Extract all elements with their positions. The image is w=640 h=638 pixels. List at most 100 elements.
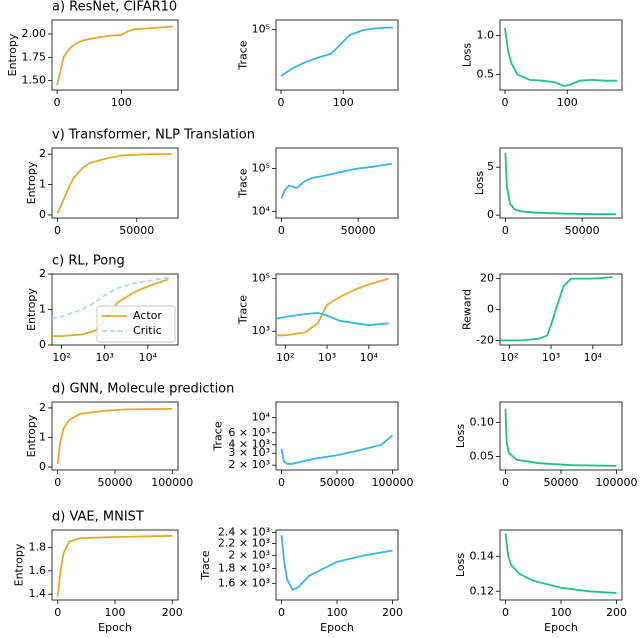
y-axis-label: Trace xyxy=(199,550,212,580)
y-tick-label: 2 xyxy=(39,267,46,280)
y-tick-label: 3 × 10³ xyxy=(228,446,270,459)
plot-frame xyxy=(51,401,179,471)
y-tick-label: 0.05 xyxy=(470,449,495,462)
x-tick-label: 200 xyxy=(606,606,627,619)
y-tick-label: 10⁴ xyxy=(252,204,271,217)
x-tick-label: 50000 xyxy=(565,224,600,237)
y-tick-label: 1 xyxy=(39,178,46,191)
y-tick-label: 1.0 xyxy=(477,29,495,42)
x-tick-label: 0 xyxy=(54,476,61,489)
series-line xyxy=(56,407,173,465)
x-tick-label: 50000 xyxy=(119,224,154,237)
x-tick-label: 100000 xyxy=(151,476,193,489)
x-tick-label: 50000 xyxy=(341,224,376,237)
y-axis-label: Entropy xyxy=(25,161,38,204)
x-tick-label: 200 xyxy=(382,606,403,619)
y-axis-label: Loss xyxy=(454,424,467,448)
y-tick-label: 20 xyxy=(480,272,494,285)
plot-frame xyxy=(51,147,179,219)
x-tick-label: 100 xyxy=(327,606,348,619)
x-tick-label: 10³ xyxy=(542,351,560,364)
legend-label: Critic xyxy=(133,324,162,337)
y-axis-label: Entropy xyxy=(6,33,19,76)
x-tick-label: 0 xyxy=(278,606,285,619)
y-tick-label: 1.6 xyxy=(29,564,47,577)
plot-frame xyxy=(275,273,399,346)
x-tick-label: 0 xyxy=(54,96,61,109)
x-axis-label: Epoch xyxy=(544,621,578,634)
x-axis-label: Epoch xyxy=(98,621,132,634)
y-tick-label: 4 × 10³ xyxy=(228,438,270,451)
series-line xyxy=(51,276,169,320)
legend-label: Actor xyxy=(133,309,162,322)
plot-frame xyxy=(51,19,179,91)
x-tick-label: 10⁴ xyxy=(360,351,379,364)
plot-frame xyxy=(499,529,623,601)
series-line xyxy=(504,408,617,467)
x-tick-label: 0 xyxy=(54,224,61,237)
y-tick-label: 2.4 × 10³ xyxy=(218,526,270,539)
y-tick-label: 2.00 xyxy=(22,27,47,40)
x-tick-label: 0 xyxy=(502,476,509,489)
plot-frame xyxy=(499,19,623,91)
series-line xyxy=(56,534,173,597)
y-axis-label: Loss xyxy=(473,171,486,195)
y-tick-label: 0 xyxy=(39,208,46,221)
y-axis-label: Trace xyxy=(236,40,249,70)
x-tick-label: 0 xyxy=(278,476,285,489)
y-tick-label: 10⁵ xyxy=(252,22,270,35)
x-tick-label: 10⁴ xyxy=(584,351,603,364)
x-tick-label: 100000 xyxy=(595,476,637,489)
y-tick-label: 10³ xyxy=(252,324,270,337)
series-line xyxy=(56,153,172,214)
y-tick-label: 1.50 xyxy=(22,74,47,87)
x-tick-label: 0 xyxy=(278,224,285,237)
y-axis-label: Entropy xyxy=(25,288,38,331)
y-tick-label: 0 xyxy=(487,303,494,316)
series-line xyxy=(280,26,393,77)
y-tick-label: 2 × 10³ xyxy=(228,548,270,561)
x-tick-label: 200 xyxy=(162,606,183,619)
series-line xyxy=(280,434,394,465)
x-tick-label: 100 xyxy=(105,606,126,619)
plot-frame xyxy=(499,273,623,346)
series-line xyxy=(280,535,393,591)
plot-frame xyxy=(275,147,399,219)
series-line xyxy=(276,277,389,337)
y-axis-label: Loss xyxy=(460,43,473,67)
x-tick-label: 0 xyxy=(54,606,61,619)
x-tick-label: 10³ xyxy=(318,351,336,364)
y-tick-label: 0 xyxy=(39,338,46,351)
plot-frame xyxy=(499,147,623,219)
y-tick-label: 2 xyxy=(39,401,46,414)
y-tick-label: 5 xyxy=(487,160,494,173)
x-tick-label: 50000 xyxy=(98,476,133,489)
y-tick-label: 1.8 × 10³ xyxy=(218,562,270,575)
x-tick-label: 10⁴ xyxy=(139,351,158,364)
x-tick-label: 10² xyxy=(500,351,518,364)
y-axis-label: Entropy xyxy=(25,414,38,457)
y-tick-label: 2.2 × 10³ xyxy=(218,536,270,549)
y-tick-label: 1 xyxy=(39,303,46,316)
y-tick-label: 0.14 xyxy=(470,549,495,562)
x-tick-label: 0 xyxy=(501,96,508,109)
x-tick-label: 10² xyxy=(52,351,70,364)
y-tick-label: 0.12 xyxy=(470,584,495,597)
y-axis-label: Entropy xyxy=(12,543,25,586)
x-tick-label: 100 xyxy=(111,96,132,109)
x-tick-label: 100000 xyxy=(371,476,413,489)
plot-frame xyxy=(275,19,399,91)
plot-frame xyxy=(275,401,399,471)
panel-title: a) ResNet, CIFAR10 xyxy=(52,0,177,15)
y-tick-label: 1.75 xyxy=(22,50,47,63)
y-tick-label: 1 xyxy=(39,430,46,443)
y-tick-label: 0 xyxy=(39,460,46,473)
series-line xyxy=(504,152,616,216)
y-tick-label: 2 xyxy=(39,147,46,160)
y-axis-label: Reward xyxy=(460,289,473,330)
series-line xyxy=(500,276,613,342)
x-tick-label: 10³ xyxy=(95,351,113,364)
y-tick-label: 0 xyxy=(487,208,494,221)
y-axis-label: Loss xyxy=(454,553,467,577)
